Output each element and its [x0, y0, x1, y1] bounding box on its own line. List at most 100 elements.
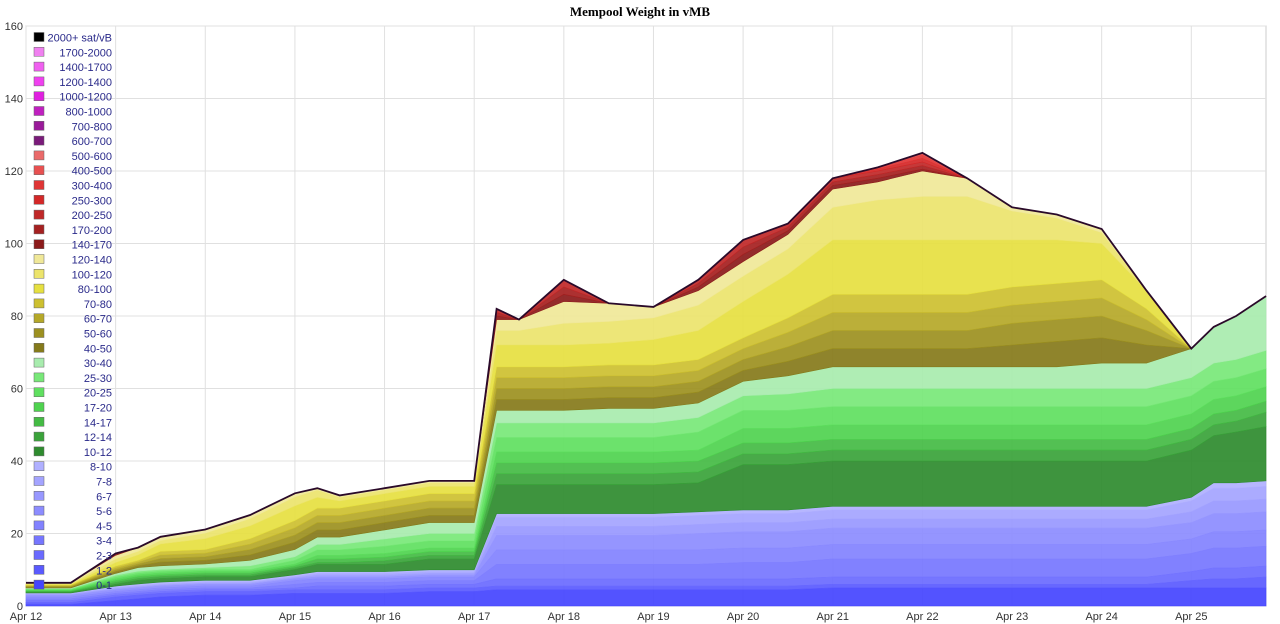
- legend-label: 200-250: [72, 210, 112, 222]
- legend-swatch: [33, 313, 45, 323]
- legend-label: 800-1000: [66, 107, 113, 119]
- legend-label: 1-2: [96, 565, 112, 577]
- legend-swatch: [33, 209, 45, 220]
- legend-label: 40-50: [84, 343, 112, 355]
- legend-label: 17-20: [84, 403, 112, 415]
- x-tick-label: Apr 23: [996, 611, 1028, 623]
- legend-swatch: [33, 328, 45, 338]
- legend-swatch: [33, 76, 45, 87]
- legend-label: 6-7: [96, 491, 112, 503]
- y-tick-label: 100: [5, 239, 23, 251]
- legend-label: 12-14: [84, 432, 112, 444]
- legend-label: 20-25: [84, 388, 112, 400]
- legend-swatch: [33, 150, 45, 161]
- legend-label: 8-10: [90, 462, 112, 474]
- x-tick-label: Apr 25: [1175, 611, 1207, 623]
- legend-label: 5-6: [96, 506, 112, 518]
- legend-label: 7-8: [96, 477, 112, 489]
- axis-layer: 0 20 40 60 80 100 120 140 160 Apr 12 Apr 13 Apr 14 A…: [5, 21, 1208, 623]
- y-tick-label: 20: [11, 529, 23, 541]
- legend-label: 4-5: [96, 521, 112, 533]
- x-tick-label: Apr 18: [548, 611, 580, 623]
- legend-label: 70-80: [84, 299, 112, 311]
- x-tick-label: Apr 15: [279, 611, 311, 623]
- legend-label: 60-70: [84, 314, 112, 326]
- legend-swatch: [33, 535, 45, 545]
- legend-label: 100-120: [72, 269, 112, 281]
- legend-label: 170-200: [72, 225, 112, 237]
- legend-swatch: [33, 224, 45, 235]
- y-tick-label: 40: [11, 456, 23, 468]
- x-tick-label: Apr 16: [368, 611, 400, 623]
- x-tick-label: Apr 17: [458, 611, 490, 623]
- legend-swatch: [33, 579, 45, 590]
- legend-swatch: [33, 461, 45, 471]
- legend-swatch: [33, 505, 45, 516]
- legend-label: 600-700: [72, 136, 112, 148]
- legend-swatch: [33, 239, 45, 249]
- y-tick-label: 120: [5, 166, 23, 178]
- legend-swatch: [33, 121, 45, 131]
- legend-label: 1700-2000: [59, 47, 112, 59]
- x-tick-label: Apr 22: [906, 611, 938, 623]
- legend-swatch: [33, 491, 45, 501]
- legend-swatch: [33, 91, 45, 101]
- legend-swatch: [33, 195, 45, 205]
- legend-swatch: [33, 254, 45, 264]
- x-tick-label: Apr 14: [189, 611, 221, 623]
- legend-swatch: [33, 417, 45, 427]
- legend-swatch: [33, 135, 45, 146]
- x-tick-label: Apr 13: [99, 611, 131, 623]
- legend-label: 80-100: [78, 284, 112, 296]
- x-tick-label: Apr 20: [727, 611, 759, 623]
- legend-swatch: [33, 446, 45, 457]
- legend-label: 120-140: [72, 255, 112, 267]
- legend-label: 140-170: [72, 240, 112, 252]
- legend-swatch: [33, 61, 45, 72]
- legend-label: 25-30: [84, 373, 112, 385]
- legend-swatch: [33, 357, 45, 368]
- y-tick-label: 0: [17, 601, 23, 613]
- legend: 2000+ sat/vB 1700-2000 1400-1700 1200-1400 1…: [33, 32, 113, 592]
- legend-label: 700-800: [72, 121, 112, 133]
- legend-label: 2000+ sat/vB: [47, 33, 112, 45]
- y-tick-label: 60: [11, 384, 23, 396]
- legend-swatch: [33, 343, 45, 353]
- legend-swatch: [33, 32, 45, 42]
- legend-swatch: [33, 283, 45, 294]
- legend-swatch: [33, 550, 45, 560]
- y-tick-label: 80: [11, 311, 23, 323]
- area-layer: [25, 151, 1267, 607]
- legend-swatch: [33, 387, 45, 397]
- legend-label: 30-40: [84, 358, 112, 370]
- legend-label: 400-500: [72, 166, 112, 178]
- x-tick-label: Apr 24: [1085, 611, 1117, 623]
- legend-label: 250-300: [72, 195, 112, 207]
- chart-title: Mempool Weight in vMB: [569, 4, 711, 19]
- legend-swatch: [33, 269, 45, 279]
- legend-label: 300-400: [72, 181, 112, 193]
- legend-swatch: [33, 298, 45, 309]
- legend-label: 50-60: [84, 329, 112, 341]
- total-outline: [26, 151, 1267, 584]
- legend-label: 3-4: [96, 536, 112, 548]
- legend-label: 14-17: [84, 417, 112, 429]
- y-tick-label: 160: [5, 21, 23, 33]
- legend-label: 10-12: [84, 447, 112, 459]
- legend-swatch: [33, 431, 45, 442]
- legend-label: 2-3: [96, 551, 112, 563]
- y-tick-label: 140: [5, 94, 23, 106]
- legend-label: 1200-1400: [59, 77, 112, 89]
- legend-swatch: [33, 106, 45, 116]
- legend-swatch: [33, 180, 45, 190]
- legend-swatch: [33, 520, 45, 531]
- legend-swatch: [33, 165, 45, 175]
- legend-label: 1000-1200: [59, 92, 112, 104]
- legend-swatch: [33, 47, 45, 57]
- legend-swatch: [33, 372, 45, 383]
- x-tick-label: Apr 12: [10, 611, 42, 623]
- legend-swatch: [33, 476, 45, 486]
- legend-swatch: [33, 402, 45, 412]
- legend-label: 500-600: [72, 151, 112, 163]
